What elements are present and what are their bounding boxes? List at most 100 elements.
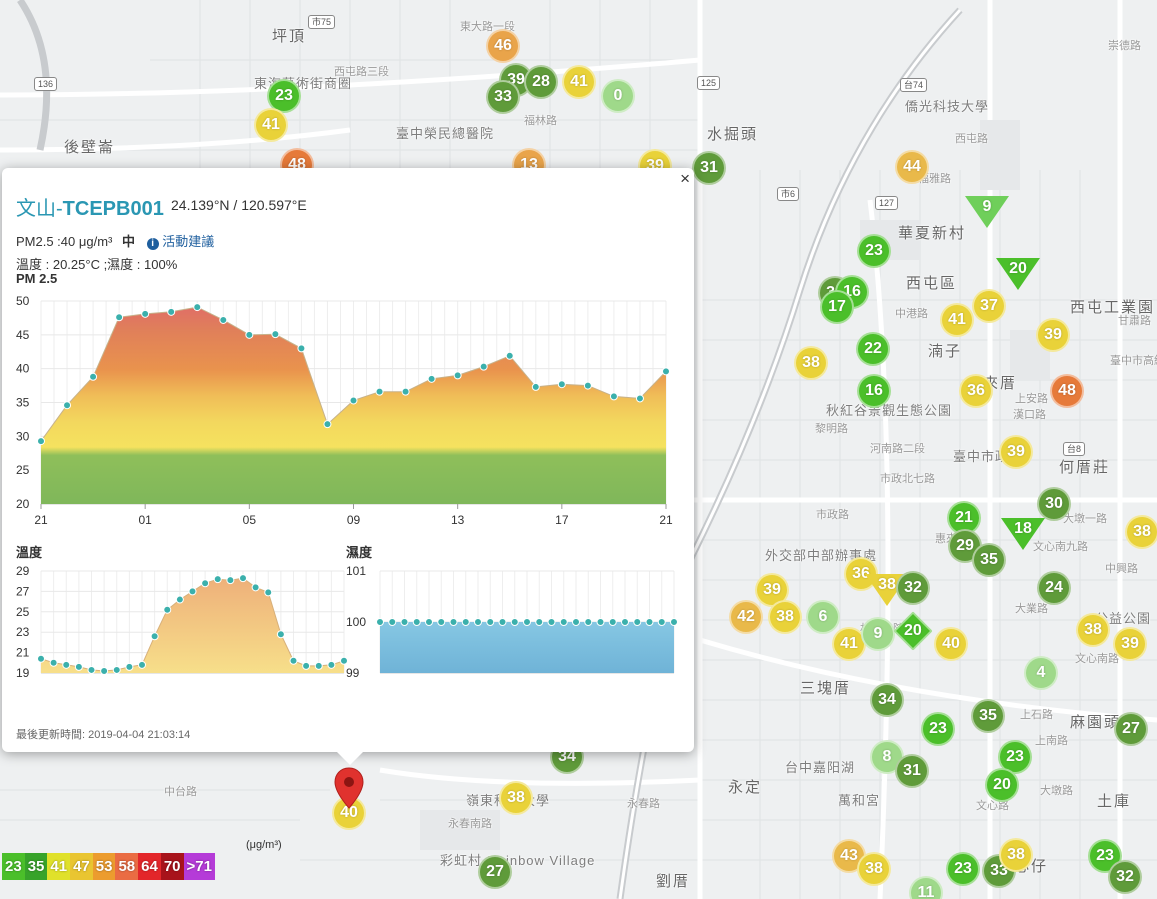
- station-marker[interactable]: 23: [857, 234, 891, 268]
- station-marker[interactable]: 38: [1076, 613, 1110, 647]
- pm25-point: [427, 374, 436, 383]
- legend-item: 35: [24, 853, 48, 880]
- station-marker[interactable]: 38: [499, 781, 533, 815]
- map-label: 永定: [728, 779, 763, 796]
- map-label: 上安路: [1015, 393, 1048, 405]
- humid-point: [498, 618, 507, 626]
- station-marker-value: 38: [507, 789, 525, 806]
- station-marker[interactable]: 33: [486, 80, 520, 114]
- y-tick-label: 100: [346, 615, 366, 629]
- map-label: 台8: [1063, 442, 1086, 456]
- map-label: 中興路: [1105, 563, 1138, 575]
- station-marker[interactable]: 38: [768, 600, 802, 634]
- map-label: 後壁崙: [64, 139, 116, 156]
- station-marker[interactable]: 32: [1108, 860, 1142, 894]
- station-title[interactable]: 文山-TCEPB001: [16, 192, 164, 221]
- humid-point: [474, 618, 482, 626]
- humid-point: [645, 618, 654, 626]
- station-marker[interactable]: 32: [896, 571, 930, 605]
- pm25-legend: 23 35 41 47 53 58 64 70 >71: [2, 853, 215, 880]
- station-marker[interactable]: 4: [1024, 656, 1058, 690]
- station-marker[interactable]: 23: [998, 740, 1032, 774]
- station-marker[interactable]: 41: [562, 65, 596, 99]
- pm25-point: [349, 396, 358, 405]
- x-tick-label: 21: [659, 513, 673, 527]
- station-marker[interactable]: 28: [524, 65, 558, 99]
- station-marker[interactable]: 40: [934, 627, 968, 661]
- station-marker[interactable]: 39: [999, 435, 1033, 469]
- station-marker[interactable]: 35: [972, 543, 1006, 577]
- station-marker[interactable]: 18: [1001, 518, 1045, 550]
- station-marker[interactable]: 35: [971, 699, 1005, 733]
- station-marker[interactable]: 41: [254, 108, 288, 142]
- station-marker-value: 36: [967, 382, 985, 399]
- station-marker[interactable]: 0: [601, 79, 635, 113]
- map-pin-icon[interactable]: [334, 767, 364, 809]
- station-marker[interactable]: 16: [857, 374, 891, 408]
- station-marker[interactable]: 27: [478, 855, 512, 889]
- station-marker[interactable]: 9: [861, 617, 895, 651]
- humid-point: [425, 618, 433, 626]
- map-label: 136: [34, 77, 58, 91]
- map-label: 土庫: [1097, 793, 1132, 810]
- humid-chart-title: 濕度: [346, 545, 373, 560]
- station-marker[interactable]: 38: [794, 346, 828, 380]
- station-marker[interactable]: 31: [692, 151, 726, 185]
- station-prefix: 文山-: [16, 198, 63, 220]
- y-tick-label: 35: [16, 396, 30, 410]
- station-marker[interactable]: 36: [959, 374, 993, 408]
- station-marker[interactable]: 6: [806, 600, 840, 634]
- pm25-summary: PM2.5 :40 μg/m³ 中 i 活動建議: [16, 231, 214, 250]
- station-marker[interactable]: 41: [940, 303, 974, 337]
- station-marker[interactable]: 20: [985, 768, 1019, 802]
- map-label: 台中嘉阳湖: [785, 760, 856, 775]
- close-button[interactable]: ×: [680, 169, 690, 188]
- station-marker-value: 38: [1084, 621, 1102, 638]
- station-marker[interactable]: 23: [921, 712, 955, 746]
- station-marker[interactable]: 17: [820, 290, 854, 324]
- station-marker[interactable]: 22: [856, 332, 890, 366]
- station-marker[interactable]: 38: [999, 838, 1033, 872]
- station-marker[interactable]: 42: [729, 600, 763, 634]
- station-marker[interactable]: 38: [1125, 515, 1157, 549]
- station-marker[interactable]: 24: [1037, 571, 1071, 605]
- station-marker[interactable]: 30: [1037, 487, 1071, 521]
- legend-item: 58: [115, 853, 139, 880]
- y-tick-label: 21: [16, 646, 30, 660]
- map-label: 坪頂: [272, 28, 307, 45]
- temp-chart-title: 溫度: [16, 545, 43, 560]
- station-marker[interactable]: 38: [857, 852, 891, 886]
- station-marker[interactable]: 48: [1050, 374, 1084, 408]
- station-marker[interactable]: 9: [965, 196, 1009, 228]
- station-marker[interactable]: 39: [1036, 318, 1070, 352]
- map-label: 文心南九路: [1033, 541, 1088, 553]
- y-tick-label: 27: [16, 584, 30, 598]
- last-updated-value: 2019-04-04 21:03:14: [88, 729, 191, 741]
- station-marker[interactable]: 44: [895, 150, 929, 184]
- pm25-point: [141, 309, 150, 318]
- y-tick-label: 30: [16, 429, 30, 443]
- map-label: 上石路: [1020, 709, 1053, 721]
- map-label: 水掘頭: [707, 126, 759, 143]
- station-marker-value: 39: [1044, 326, 1062, 343]
- station-marker[interactable]: 39: [1113, 627, 1147, 661]
- station-marker[interactable]: 11: [909, 876, 943, 899]
- station-marker[interactable]: 23: [267, 79, 301, 113]
- station-marker[interactable]: 27: [1114, 712, 1148, 746]
- activity-advice-link[interactable]: i 活動建議: [146, 234, 214, 250]
- station-marker[interactable]: 31: [895, 754, 929, 788]
- station-marker[interactable]: 34: [870, 683, 904, 717]
- station-marker-value: 17: [828, 298, 846, 315]
- station-marker[interactable]: 46: [486, 29, 520, 63]
- pm25-point: [401, 387, 410, 396]
- temp-point: [37, 654, 45, 663]
- station-marker-value: 23: [275, 87, 293, 104]
- temp-point: [62, 660, 71, 669]
- map-label: 127: [875, 196, 899, 210]
- pm25-point: [635, 394, 644, 403]
- station-marker[interactable]: 20: [996, 258, 1040, 290]
- station-marker[interactable]: 37: [972, 289, 1006, 323]
- station-marker[interactable]: 23: [946, 852, 980, 886]
- humid-point: [596, 618, 605, 626]
- pm25-point: [37, 437, 45, 446]
